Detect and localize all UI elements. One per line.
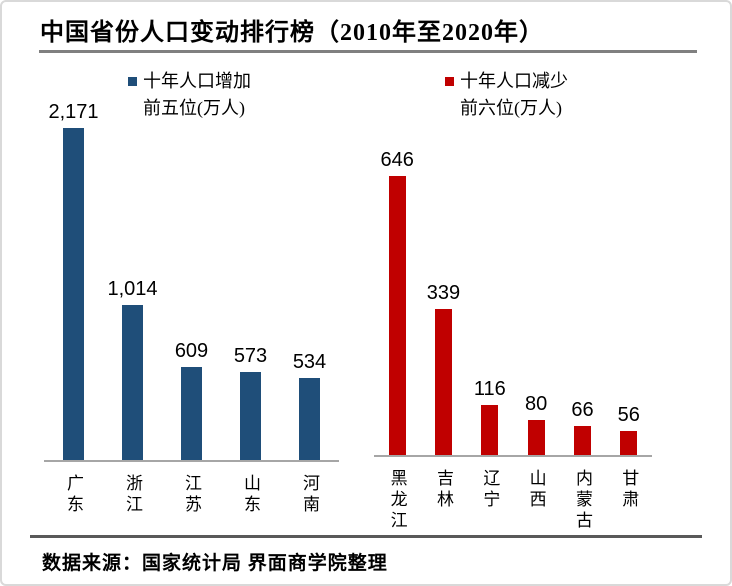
legend-increase: 十年人口增加 前五位(万人) [128,68,251,122]
bar [481,405,499,455]
bar-cell: 534 [280,351,339,460]
bar-cell: 1,014 [103,278,162,460]
value-label: 339 [426,282,461,304]
increase-bars: 2,171 1,014 609 573 534 [44,101,339,462]
bar [527,420,545,455]
bar [181,367,202,460]
increase-categories: 广东 浙江 江苏 山东 河南 [44,462,339,516]
legend-decrease-swatch [445,77,454,86]
category-cell: 辽宁 [467,469,513,532]
bar-cell: 609 [162,340,221,460]
title-divider [39,50,697,53]
bar-cell: 56 [606,404,652,455]
value-label: 609 [174,340,209,362]
value-label: 66 [571,399,594,421]
bar-cell: 66 [559,399,605,455]
legend-increase-line1: 十年人口增加 [143,71,251,91]
value-label: 573 [233,345,268,367]
page-title: 中国省份人口变动排行榜（2010年至2020年） [40,20,544,46]
category-label: 辽宁 [480,469,500,511]
bar-cell: 646 [374,149,420,455]
value-label: 646 [380,149,414,171]
category-cell: 浙江 [103,474,162,516]
bar [122,305,143,460]
category-cell: 吉林 [420,469,466,532]
legend-increase-line2: 前五位(万人) [143,98,245,118]
category-label: 黑龙江 [387,469,407,532]
bar [434,309,452,455]
bar-cell: 80 [513,393,559,455]
category-cell: 河南 [280,474,339,516]
bar-cell: 339 [420,282,466,455]
category-cell: 甘肃 [606,469,652,532]
category-cell: 内蒙古 [559,469,605,532]
category-cell: 山东 [221,474,280,516]
legend-decrease-line2: 前六位(万人) [460,98,562,118]
category-label: 广东 [64,474,83,516]
legend-decrease-label: 十年人口减少 前六位(万人) [460,68,568,122]
category-cell: 江苏 [162,474,221,516]
legend-decrease: 十年人口减少 前六位(万人) [445,68,568,122]
value-label: 2,171 [48,101,99,123]
increase-bar-chart: 2,171 1,014 609 573 534 广东 浙江 江苏 山东 河南 [44,101,339,516]
decrease-bar-chart: 646 339 116 80 66 56 黑龙江 吉林 辽宁 山西 内蒙古 甘肃 [374,146,652,532]
bar [388,176,406,455]
value-label: 80 [525,393,548,415]
category-label: 吉林 [433,469,453,511]
value-label: 116 [473,378,506,400]
bar-cell: 116 [467,378,513,455]
bar [63,128,84,460]
category-label: 浙江 [123,474,142,516]
category-label: 山东 [241,474,260,516]
bar-cell: 2,171 [44,101,103,460]
value-label: 534 [292,351,327,373]
category-label: 江苏 [182,474,201,516]
category-label: 甘肃 [619,469,639,511]
legend-decrease-line1: 十年人口减少 [460,71,568,91]
category-cell: 广东 [44,474,103,516]
category-label: 内蒙古 [572,469,592,532]
category-label: 山西 [526,469,546,511]
value-label: 1,014 [107,278,158,300]
bar [620,431,638,455]
category-label: 河南 [300,474,319,516]
legend-increase-swatch [128,77,137,86]
category-cell: 山西 [513,469,559,532]
decrease-categories: 黑龙江 吉林 辽宁 山西 内蒙古 甘肃 [374,457,652,532]
bar-cell: 573 [221,345,280,460]
bar [573,426,591,455]
bar [240,372,261,460]
data-source-text: 数据来源：国家统计局 界面商学院整理 [42,553,388,574]
bottom-divider [30,535,702,538]
bar [299,378,320,460]
category-cell: 黑龙江 [374,469,420,532]
value-label: 56 [617,404,640,426]
legend-increase-label: 十年人口增加 前五位(万人) [143,68,251,122]
decrease-bars: 646 339 116 80 66 56 [374,146,652,457]
